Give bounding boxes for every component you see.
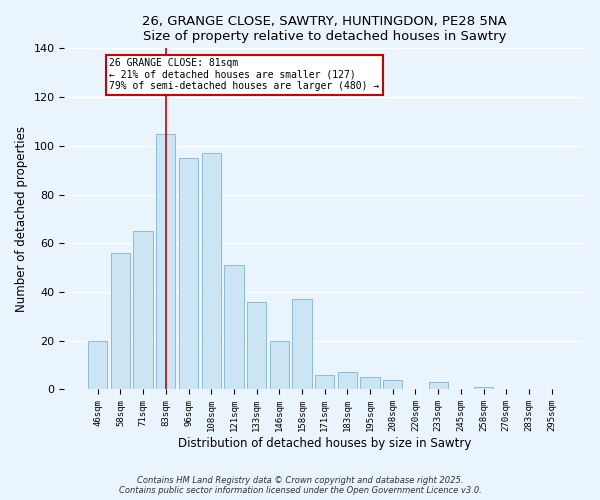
Y-axis label: Number of detached properties: Number of detached properties [15, 126, 28, 312]
Bar [202, 153, 221, 390]
Bar [269, 340, 289, 390]
Bar [338, 372, 357, 390]
Bar [179, 158, 198, 390]
Bar [361, 378, 380, 390]
Bar [156, 134, 175, 390]
Bar [474, 387, 493, 390]
Bar [88, 340, 107, 390]
Bar [315, 375, 334, 390]
Bar [383, 380, 403, 390]
Bar [133, 231, 153, 390]
X-axis label: Distribution of detached houses by size in Sawtry: Distribution of detached houses by size … [178, 437, 472, 450]
Bar [224, 265, 244, 390]
Title: 26, GRANGE CLOSE, SAWTRY, HUNTINGDON, PE28 5NA
Size of property relative to deta: 26, GRANGE CLOSE, SAWTRY, HUNTINGDON, PE… [142, 15, 507, 43]
Text: Contains HM Land Registry data © Crown copyright and database right 2025.
Contai: Contains HM Land Registry data © Crown c… [119, 476, 481, 495]
Bar [247, 302, 266, 390]
Text: 26 GRANGE CLOSE: 81sqm
← 21% of detached houses are smaller (127)
79% of semi-de: 26 GRANGE CLOSE: 81sqm ← 21% of detached… [109, 58, 379, 92]
Bar [292, 300, 311, 390]
Bar [428, 382, 448, 390]
Bar [111, 253, 130, 390]
